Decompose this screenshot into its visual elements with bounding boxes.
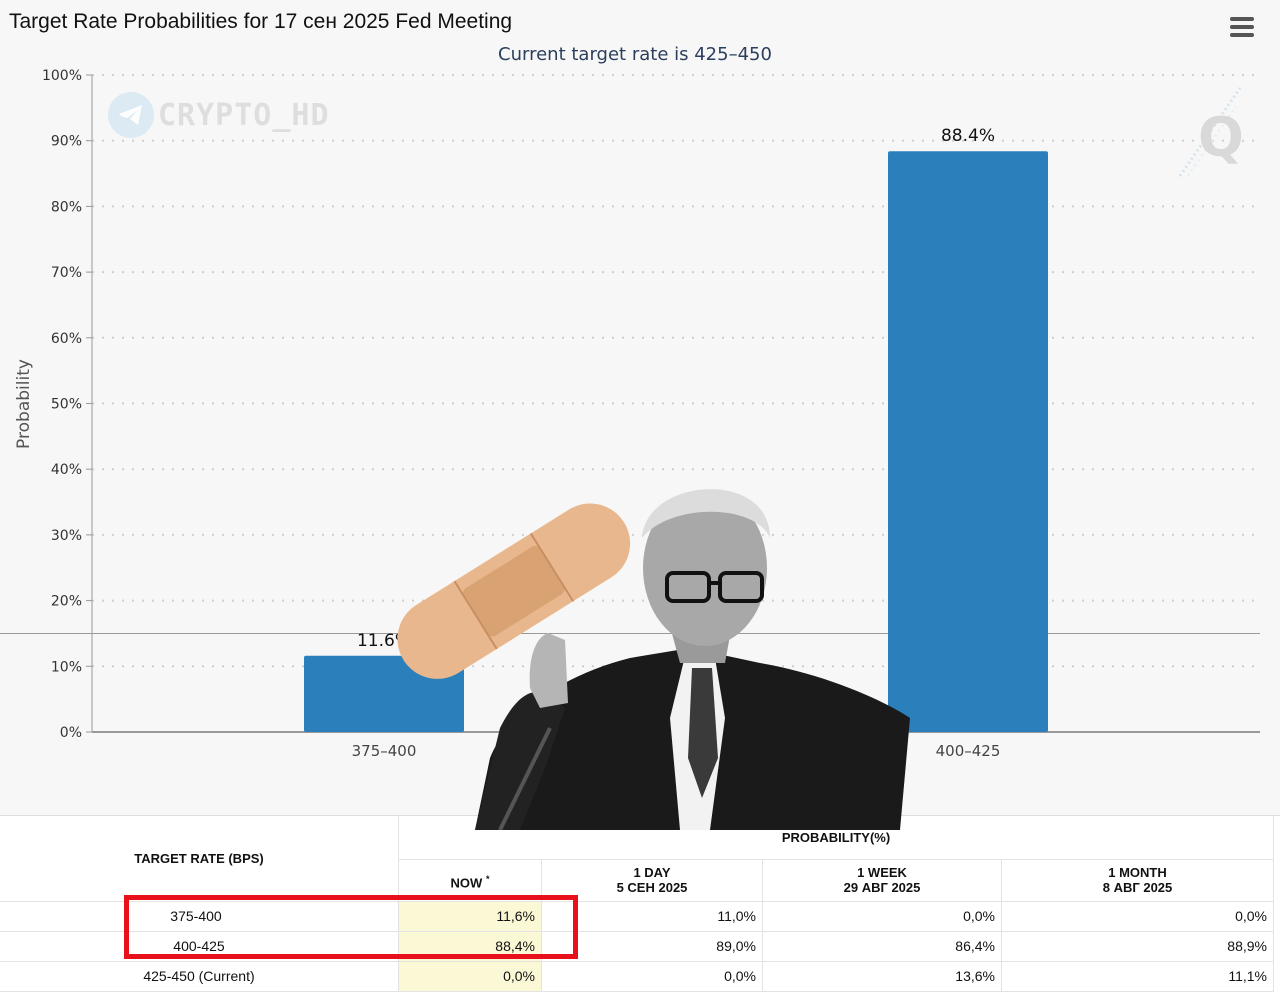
chart-subtitle: Current target rate is 425–450	[498, 44, 772, 65]
head-shape	[643, 490, 767, 646]
col-1day-header: 1 DAY 5 СЕН 2025	[541, 859, 763, 902]
y-tick-label: 10%	[51, 659, 82, 675]
week-cell: 0,0%	[762, 901, 1002, 932]
data-label: 11.6%	[357, 631, 411, 651]
col-1month-header: 1 MONTH 8 АВГ 2025	[1001, 859, 1274, 902]
week-cell: 13,6%	[762, 961, 1002, 992]
bandage-shape	[397, 503, 631, 679]
q-logo-letter: Q	[1198, 106, 1244, 169]
y-tick-label: 100%	[42, 68, 82, 84]
table-row: 375-400 11,6% 11,0% 0,0% 0,0%	[0, 901, 1274, 932]
col-1week-header: 1 WEEK 29 АВГ 2025	[762, 859, 1002, 902]
target-rate-header: TARGET RATE (BPS)	[0, 816, 399, 902]
q-logo: Q	[1178, 86, 1248, 186]
hair-shape	[642, 489, 770, 538]
hamburger-menu-icon[interactable]	[1230, 17, 1254, 37]
week-cell: 86,4%	[762, 931, 1002, 962]
x-tick-label: 400–425	[936, 742, 1001, 760]
bar-chart: 0% 10% 20% 30% 40% 50% 60% 70% 80% 90% 100% Probabi…	[0, 68, 1260, 760]
bar	[888, 151, 1048, 732]
col-now-header: NOW *	[398, 859, 542, 902]
day-cell: 11,0%	[541, 901, 763, 932]
tie-shape	[688, 668, 718, 798]
y-tick-label: 50%	[51, 397, 82, 413]
now-cell: 0,0%	[398, 961, 542, 992]
month-cell: 11,1%	[1001, 961, 1274, 992]
data-label: 88.4%	[941, 126, 995, 146]
day-cell: 89,0%	[541, 931, 763, 962]
rate-cell: 425-450 (Current)	[0, 961, 399, 992]
y-tick-label: 90%	[51, 134, 82, 150]
day-cell: 0,0%	[541, 961, 763, 992]
y-tick-label: 30%	[51, 528, 82, 544]
month-cell: 88,9%	[1001, 931, 1274, 962]
y-tick-label: 60%	[51, 331, 82, 347]
month-cell: 0,0%	[1001, 901, 1274, 932]
telegram-icon	[108, 92, 154, 138]
collage-person-image	[380, 458, 920, 835]
page-title: Target Rate Probabilities for 17 сен 202…	[9, 10, 513, 33]
highlight-box	[124, 895, 578, 959]
probability-table: TARGET RATE (BPS) PROBABILITY(%) NOW * 1…	[0, 816, 1274, 992]
watermark-text: CRYPTO_HD	[158, 97, 330, 133]
y-tick-label: 40%	[51, 462, 82, 478]
y-tick-label: 80%	[51, 199, 82, 215]
hand-shape	[529, 633, 568, 708]
now-cell: 11,6%	[398, 901, 542, 932]
y-tick-label: 0%	[60, 725, 82, 741]
y-tick-label: 20%	[51, 594, 82, 610]
y-tick-label: 70%	[51, 265, 82, 281]
y-axis-label: Probability	[14, 359, 34, 449]
x-tick-label: 375–400	[352, 742, 417, 760]
probability-table-area: TARGET RATE (BPS) PROBABILITY(%) NOW * 1…	[0, 815, 1280, 993]
rate-cell: 375-400	[0, 901, 399, 932]
telegram-watermark: CRYPTO_HD	[108, 92, 330, 138]
table-row: 425-450 (Current) 0,0% 0,0% 13,6% 11,1%	[0, 961, 1274, 992]
